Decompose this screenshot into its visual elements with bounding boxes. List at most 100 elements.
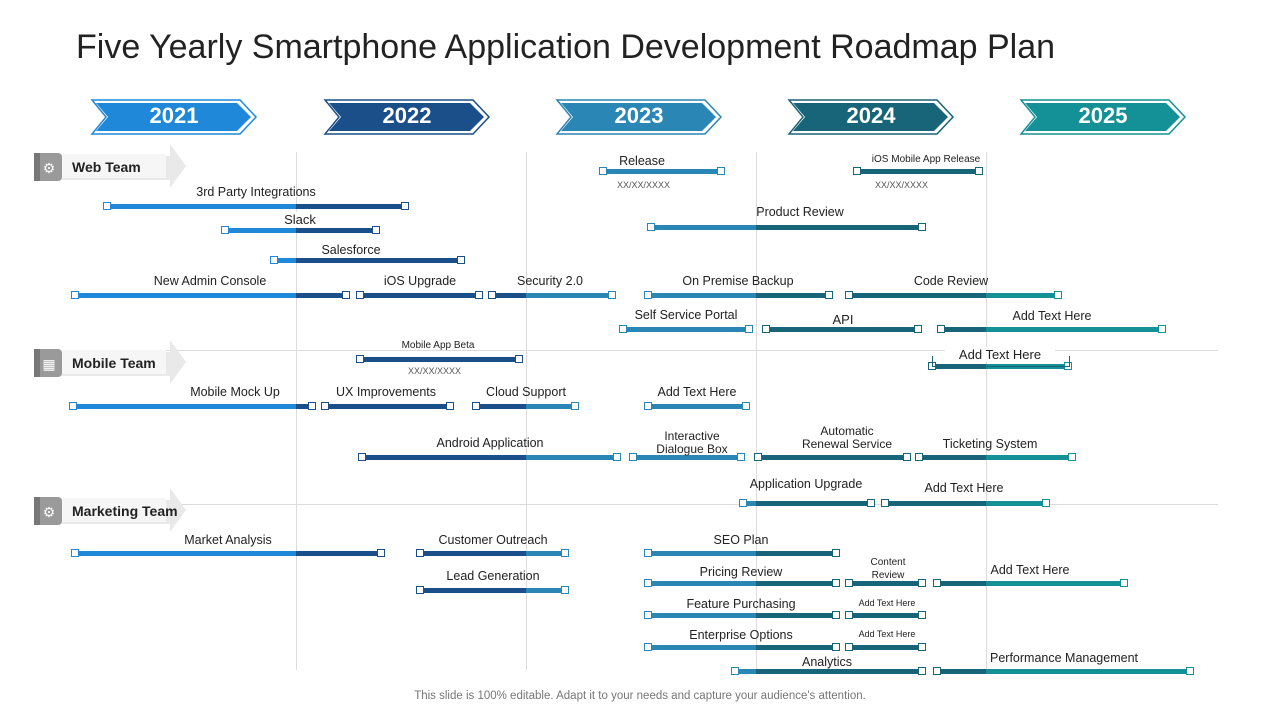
- task-end-marker: [717, 167, 725, 175]
- task-bar-segment: [325, 404, 450, 409]
- year-2023: 2023: [555, 98, 723, 135]
- task-end-marker: [401, 202, 409, 210]
- task-label: Performance Management: [990, 651, 1138, 665]
- task-end-marker: [1042, 499, 1050, 507]
- task-label: iOS Mobile App Release: [871, 154, 981, 165]
- team-divider: [40, 350, 1218, 351]
- task-label: Salesforce: [321, 243, 381, 257]
- task-label: Analytics: [801, 655, 853, 669]
- task-end-marker: [918, 667, 926, 675]
- task-end-marker: [867, 499, 875, 507]
- task-date: XX/XX/XXXX: [408, 366, 462, 376]
- task-end-marker: [918, 223, 926, 231]
- task-label: Security 2.0: [516, 274, 584, 288]
- task-bar-segment: [73, 404, 296, 409]
- task-bar-segment: [296, 258, 461, 263]
- year-label: 2022: [382, 103, 432, 128]
- task-bar-segment: [986, 293, 1058, 298]
- task-bar-segment: [937, 581, 986, 586]
- task-label: Release: [619, 154, 665, 168]
- task-bar-segment: [756, 669, 922, 674]
- task-bar-segment: [526, 551, 565, 556]
- task-bar-segment: [476, 404, 526, 409]
- year-divider: [526, 152, 527, 670]
- task-bar-segment: [756, 293, 829, 298]
- task-start-marker: [845, 579, 853, 587]
- task-start-marker: [644, 579, 652, 587]
- year-label: 2024: [846, 103, 896, 128]
- task-bar-segment: [420, 551, 526, 556]
- task-end-marker: [745, 325, 753, 333]
- task-label: Mobile Mock Up: [190, 385, 280, 399]
- task-start-marker: [644, 611, 652, 619]
- task-bar-segment: [623, 327, 749, 332]
- task-start-marker: [358, 453, 366, 461]
- task-end-marker: [561, 549, 569, 557]
- task-start-marker: [933, 667, 941, 675]
- task-start-marker: [356, 355, 364, 363]
- task-label: Add Text Here: [1012, 309, 1092, 323]
- task-bar-segment: [296, 293, 346, 298]
- task-label: Lead Generation: [446, 569, 540, 583]
- task-end-marker: [1158, 325, 1166, 333]
- task-end-marker: [377, 549, 385, 557]
- task-bar-segment: [274, 258, 296, 263]
- task-start-marker: [69, 402, 77, 410]
- page-title: Five Yearly Smartphone Application Devel…: [76, 28, 1056, 66]
- task-label: Slack: [270, 212, 330, 227]
- task-bar-segment: [766, 327, 918, 332]
- task-start-marker: [762, 325, 770, 333]
- task-label: Add Text Here: [858, 629, 916, 639]
- task-label: Ticketing System: [942, 437, 1038, 451]
- task-bar-segment: [492, 293, 526, 298]
- task-start-marker: [845, 611, 853, 619]
- task-label: iOS Upgrade: [383, 274, 457, 288]
- task-bar-segment: [756, 645, 836, 650]
- task-bar-segment: [986, 501, 1046, 506]
- task-start-marker: [416, 586, 424, 594]
- task-bar-segment: [360, 357, 519, 362]
- task-bar-segment: [849, 581, 922, 586]
- footer-note: This slide is 100% editable. Adapt it to…: [414, 690, 866, 702]
- task-bar-segment: [225, 228, 296, 233]
- task-end-marker: [832, 611, 840, 619]
- task-end-marker: [1068, 453, 1076, 461]
- task-bar-segment: [756, 551, 836, 556]
- task-start-marker: [472, 402, 480, 410]
- year-divider: [986, 152, 987, 670]
- team-label: Mobile Team: [72, 355, 156, 371]
- year-divider: [756, 152, 757, 670]
- task-bar-segment: [648, 613, 756, 618]
- task-label: Application Upgrade: [749, 477, 863, 491]
- task-end-marker: [446, 402, 454, 410]
- task-start-marker: [845, 643, 853, 651]
- task-end-marker: [561, 586, 569, 594]
- task-start-marker: [647, 223, 655, 231]
- task-bar-segment: [526, 588, 565, 593]
- task-bar-segment: [296, 551, 381, 556]
- task-label: Enterprise Options: [689, 628, 793, 642]
- task-start-marker: [356, 291, 364, 299]
- task-bar-segment: [296, 228, 376, 233]
- task-start-marker: [853, 167, 861, 175]
- task-bar-segment: [756, 613, 836, 618]
- task-bar-segment: [648, 645, 756, 650]
- task-start-marker: [71, 291, 79, 299]
- task-start-marker: [845, 291, 853, 299]
- task-start-marker: [629, 453, 637, 461]
- task-label: SEO Plan: [713, 533, 769, 547]
- year-2022: 2022: [323, 98, 491, 135]
- task-bar-segment: [107, 204, 296, 209]
- task-end-marker: [742, 402, 750, 410]
- task-bar-segment: [986, 327, 1162, 332]
- task-bar-segment: [362, 455, 526, 460]
- task-bar-segment: [648, 293, 756, 298]
- task-end-marker: [914, 325, 922, 333]
- task-label: Customer Outreach: [438, 533, 548, 547]
- task-end-marker: [308, 402, 316, 410]
- task-label: Self Service Portal: [634, 308, 738, 322]
- marketing-team-icon: ⚙: [42, 504, 56, 520]
- task-start-marker: [270, 256, 278, 264]
- task-date: XX/XX/XXXX: [875, 180, 929, 190]
- year-label: 2025: [1078, 103, 1128, 128]
